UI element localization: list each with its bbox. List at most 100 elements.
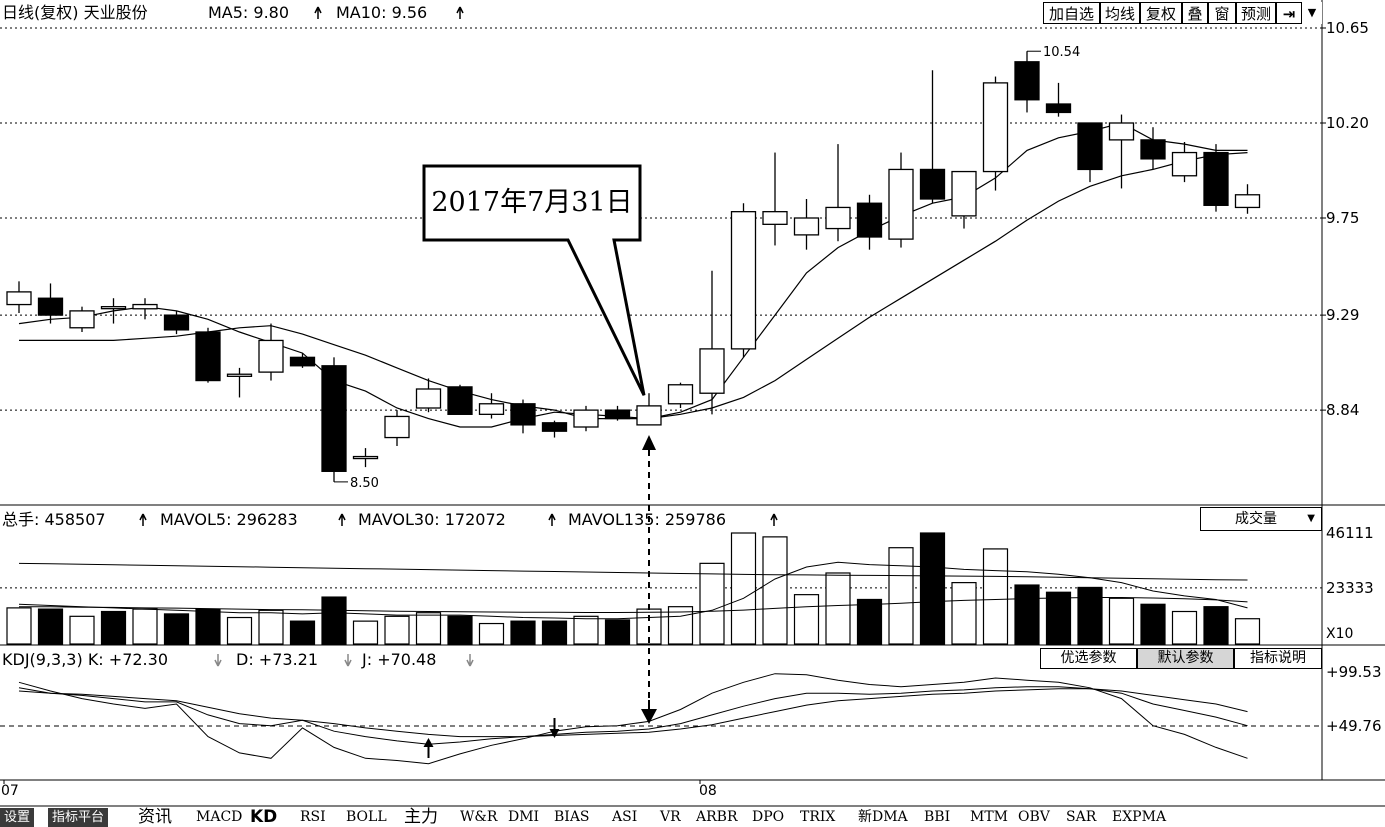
toolbar-button-forecast[interactable]: 预测: [1236, 2, 1276, 24]
toolbar-button-overlay[interactable]: 叠: [1182, 2, 1208, 24]
candle: [1014, 51, 1040, 113]
chevron-down-icon: ▼: [1307, 513, 1315, 524]
volume-ma-line-mavol5: [18, 561, 1248, 620]
volume-bar: [1140, 603, 1166, 645]
kdj-j-label: J: +70.48: [362, 650, 437, 669]
candle: [856, 194, 883, 250]
volume-bar: [573, 615, 599, 645]
tab-news[interactable]: 资讯: [138, 807, 172, 827]
price-tick-label: 9.29: [1326, 306, 1359, 324]
volume-bar: [762, 536, 788, 645]
up-arrow-icon: [423, 738, 434, 747]
tab-expma[interactable]: EXPMA: [1112, 809, 1167, 825]
tab-boll[interactable]: BOLL: [346, 809, 387, 825]
volume-bar: [132, 608, 158, 645]
volume-dropdown-label: 成交量: [1235, 511, 1277, 527]
indicator-platform-tab[interactable]: 指标平台: [48, 808, 109, 827]
volume-bar: [321, 596, 347, 645]
candle: [195, 327, 221, 383]
tab-bbi[interactable]: BBI: [924, 809, 951, 825]
candle: [667, 382, 694, 408]
tab-dpo[interactable]: DPO: [752, 809, 785, 825]
candle: [1077, 122, 1103, 183]
candle-body: [352, 455, 379, 460]
candle-body: [825, 206, 851, 230]
volume-bar: [352, 620, 379, 645]
toolbar-dropdown-icon[interactable]: ▼: [1302, 2, 1322, 24]
x-tick-label: 07: [1, 783, 19, 799]
collapse-panel-icon[interactable]: ⇥: [1276, 2, 1302, 24]
candle-body: [226, 373, 253, 377]
up-arrow-icon: [642, 435, 656, 450]
candle-body: [1140, 139, 1166, 160]
mavol135-label: MAVOL135: 259786: [568, 510, 726, 529]
candle-body: [510, 403, 536, 426]
volume-bar: [226, 616, 253, 645]
tab-main-force[interactable]: 主力: [404, 807, 438, 827]
toolbar-button-add-watchlist[interactable]: 加自选: [1043, 2, 1100, 24]
tab-macd[interactable]: MACD: [196, 809, 243, 825]
volume-bar: [1077, 586, 1103, 645]
settings-tab[interactable]: 设置: [0, 808, 35, 827]
tab-dmi[interactable]: DMI: [508, 809, 540, 825]
candle: [793, 199, 820, 250]
optimal-params-button[interactable]: 优选参数: [1040, 648, 1137, 669]
default-params-button[interactable]: 默认参数: [1137, 648, 1234, 669]
tab-new-dma[interactable]: 新DMA: [858, 809, 908, 825]
toolbar-button-ma[interactable]: 均线: [1100, 2, 1140, 24]
candle: [100, 298, 127, 324]
candle-body: [69, 310, 95, 329]
candle-body: [1108, 122, 1135, 141]
toolbar-button-adjust[interactable]: 复权: [1140, 2, 1182, 24]
candle-body: [699, 348, 725, 394]
tab-kd[interactable]: KD: [250, 807, 278, 827]
candle-body: [1203, 151, 1229, 206]
kdj-line-k: [18, 686, 1248, 745]
candle-body: [6, 291, 32, 306]
candle-body: [573, 409, 599, 428]
toolbar-button-window[interactable]: 窗: [1208, 2, 1236, 24]
candle: [1203, 144, 1229, 212]
candle: [321, 357, 347, 482]
candle: [1171, 142, 1198, 183]
candle: [415, 378, 442, 413]
candle: [258, 323, 284, 381]
volume-bar: [604, 619, 631, 645]
tab-sar[interactable]: SAR: [1066, 809, 1097, 825]
tab-arbr[interactable]: ARBR: [696, 809, 738, 825]
tab-bias[interactable]: BIAS: [554, 809, 590, 825]
tab-asi[interactable]: ASI: [612, 809, 638, 825]
candle-body: [100, 306, 127, 310]
tab-trix[interactable]: TRIX: [800, 809, 836, 825]
candle-body: [1171, 151, 1198, 177]
tab-mtm[interactable]: MTM: [970, 809, 1009, 825]
candle: [6, 281, 32, 313]
candle-body: [195, 331, 221, 382]
candle: [762, 152, 788, 246]
callout-box: [422, 164, 646, 396]
volume-bar: [699, 562, 725, 645]
volume-bar: [856, 598, 883, 645]
tab-vr[interactable]: VR: [660, 809, 681, 825]
volume-indicator-dropdown[interactable]: 成交量 ▼: [1200, 507, 1322, 531]
candle-body: [37, 297, 64, 316]
volume-bar: [510, 620, 536, 645]
candle-body: [384, 415, 410, 439]
mavol30-label: MAVOL30: 172072: [358, 510, 506, 529]
tab-obv[interactable]: OBV: [1018, 809, 1050, 825]
volume-bar: [951, 582, 977, 645]
tab-rsi[interactable]: RSI: [300, 809, 326, 825]
candle-body: [415, 388, 442, 409]
indicator-help-button[interactable]: 指标说明: [1234, 648, 1322, 669]
volume-bar: [1203, 606, 1229, 645]
volume-tick-label: 23333: [1326, 579, 1374, 597]
candle-body: [636, 405, 662, 426]
volume-bar: [478, 622, 505, 645]
volume-tick-label: 46111: [1326, 524, 1374, 542]
candle-body: [1234, 194, 1261, 209]
tab-wr[interactable]: W&R: [460, 809, 498, 825]
candle-body: [730, 211, 757, 350]
volume-bar: [667, 606, 694, 645]
candle-body: [541, 422, 568, 432]
